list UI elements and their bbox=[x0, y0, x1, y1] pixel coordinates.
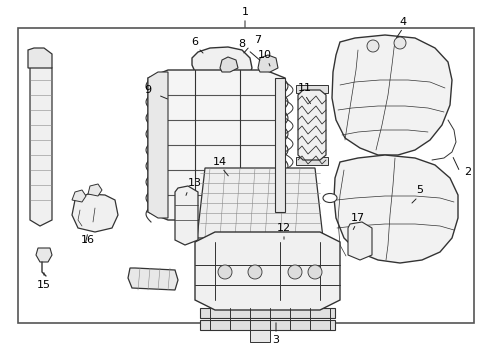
Polygon shape bbox=[274, 78, 285, 212]
Polygon shape bbox=[28, 48, 52, 68]
Polygon shape bbox=[30, 62, 52, 226]
Text: 12: 12 bbox=[276, 223, 290, 233]
Circle shape bbox=[307, 265, 321, 279]
Polygon shape bbox=[203, 108, 238, 116]
Polygon shape bbox=[331, 35, 451, 155]
Text: 13: 13 bbox=[187, 178, 202, 188]
Polygon shape bbox=[175, 186, 198, 245]
Text: 8: 8 bbox=[238, 39, 245, 49]
Polygon shape bbox=[148, 72, 168, 218]
Text: 4: 4 bbox=[399, 17, 406, 27]
Text: 15: 15 bbox=[37, 280, 51, 290]
Polygon shape bbox=[192, 47, 251, 85]
Polygon shape bbox=[128, 268, 178, 290]
Polygon shape bbox=[295, 85, 327, 93]
Polygon shape bbox=[36, 248, 52, 262]
Circle shape bbox=[393, 37, 405, 49]
Polygon shape bbox=[197, 168, 323, 238]
Polygon shape bbox=[148, 70, 285, 220]
Text: 9: 9 bbox=[144, 85, 151, 95]
Polygon shape bbox=[72, 194, 118, 232]
Circle shape bbox=[218, 265, 231, 279]
Text: 16: 16 bbox=[81, 235, 95, 245]
Text: 1: 1 bbox=[241, 7, 248, 17]
Text: 6: 6 bbox=[191, 37, 198, 47]
Text: 10: 10 bbox=[258, 50, 271, 60]
Text: 14: 14 bbox=[212, 157, 226, 167]
Text: 5: 5 bbox=[416, 185, 423, 195]
Polygon shape bbox=[88, 184, 102, 196]
Polygon shape bbox=[200, 320, 334, 330]
Polygon shape bbox=[295, 157, 327, 165]
Circle shape bbox=[287, 265, 302, 279]
Polygon shape bbox=[333, 155, 457, 263]
Polygon shape bbox=[347, 222, 371, 260]
Text: 11: 11 bbox=[297, 83, 311, 93]
Text: 2: 2 bbox=[464, 167, 470, 177]
Text: 3: 3 bbox=[272, 335, 279, 345]
Polygon shape bbox=[258, 55, 278, 72]
Polygon shape bbox=[195, 232, 339, 310]
Text: 7: 7 bbox=[254, 35, 261, 45]
Polygon shape bbox=[249, 330, 269, 342]
Ellipse shape bbox=[323, 194, 336, 202]
Polygon shape bbox=[200, 308, 334, 318]
Circle shape bbox=[366, 40, 378, 52]
Polygon shape bbox=[220, 57, 238, 72]
Circle shape bbox=[247, 265, 262, 279]
Polygon shape bbox=[297, 90, 325, 160]
Text: 17: 17 bbox=[350, 213, 365, 223]
Polygon shape bbox=[72, 190, 86, 202]
Bar bbox=[18, 28, 473, 323]
